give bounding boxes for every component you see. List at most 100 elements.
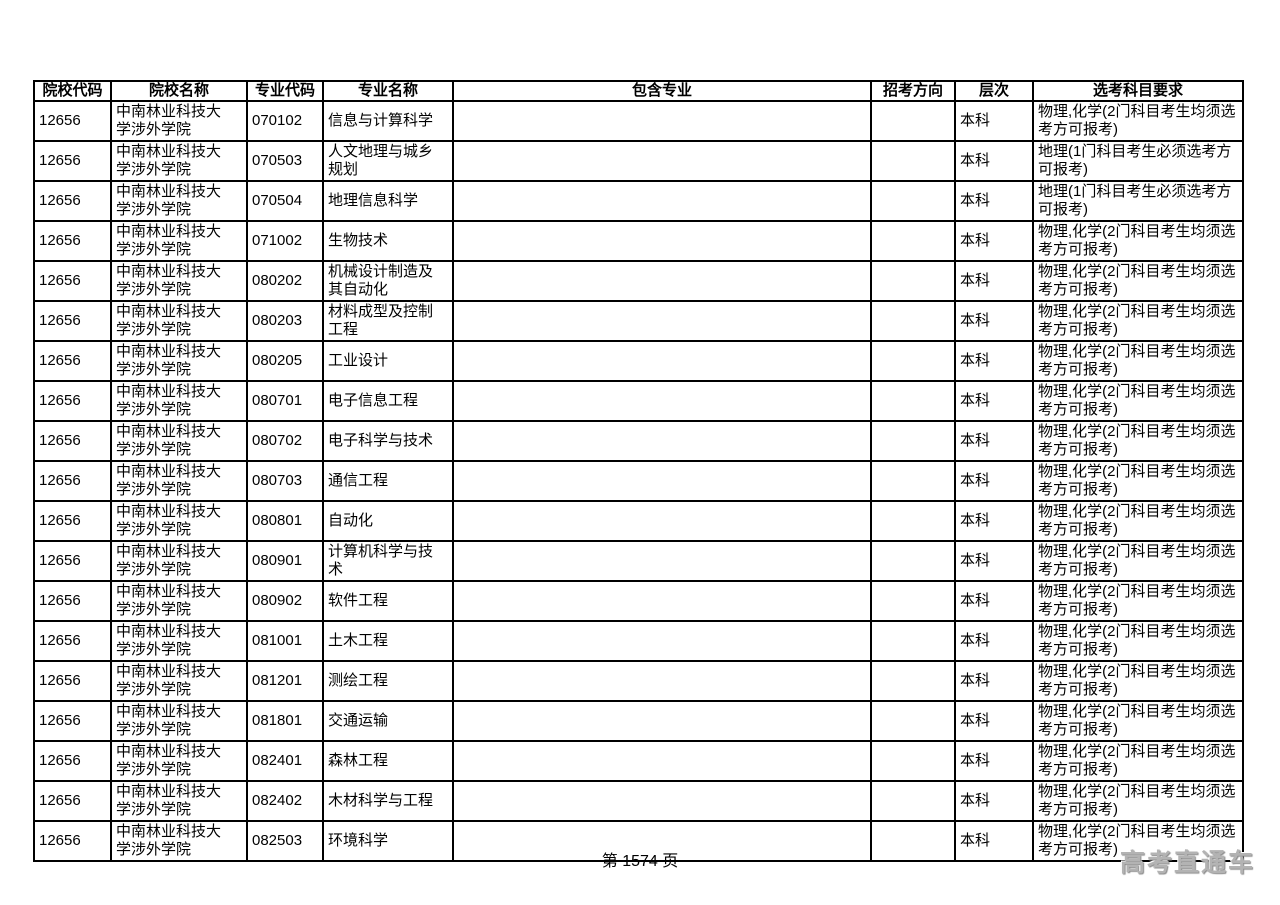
major-name-cell: 地理信息科学 <box>322 180 454 222</box>
major-name-cell: 木材科学与工程 <box>322 780 454 822</box>
table-row: 12656 中南林业科技大学涉外学院 081801 交通运输 本科 物理,化学(… <box>33 700 1244 742</box>
college-name-cell: 中南林业科技大学涉外学院 <box>110 820 248 862</box>
included-majors-cell <box>452 220 872 262</box>
major-name-cell: 电子信息工程 <box>322 380 454 422</box>
major-name-cell: 土木工程 <box>322 620 454 662</box>
table-row: 12656 中南林业科技大学涉外学院 080902 软件工程 本科 物理,化学(… <box>33 580 1244 622</box>
subject-requirements-cell: 物理,化学(2门科目考生均须选考方可报考) <box>1032 660 1244 702</box>
level-cell: 本科 <box>954 220 1034 262</box>
subject-requirements-cell: 物理,化学(2门科目考生均须选考方可报考) <box>1032 820 1244 862</box>
included-majors-cell <box>452 700 872 742</box>
included-majors-cell <box>452 340 872 382</box>
major-code-cell: 082503 <box>246 820 324 862</box>
major-code-cell: 082401 <box>246 740 324 782</box>
table-row: 12656 中南林业科技大学涉外学院 080202 机械设计制造及其自动化 本科… <box>33 260 1244 302</box>
major-name-cell: 通信工程 <box>322 460 454 502</box>
college-code-cell: 12656 <box>33 780 112 822</box>
subject-requirements-cell: 物理,化学(2门科目考生均须选考方可报考) <box>1032 460 1244 502</box>
included-majors-cell <box>452 780 872 822</box>
major-code-cell: 080702 <box>246 420 324 462</box>
college-name-cell: 中南林业科技大学涉外学院 <box>110 100 248 142</box>
major-code-cell: 070504 <box>246 180 324 222</box>
subject-requirements-cell: 物理,化学(2门科目考生均须选考方可报考) <box>1032 620 1244 662</box>
college-code-cell: 12656 <box>33 460 112 502</box>
level-cell: 本科 <box>954 100 1034 142</box>
college-code-cell: 12656 <box>33 220 112 262</box>
college-name-cell: 中南林业科技大学涉外学院 <box>110 220 248 262</box>
page-number: 第 1574 页 <box>601 853 679 870</box>
college-code-cell: 12656 <box>33 300 112 342</box>
college-code-cell: 12656 <box>33 100 112 142</box>
level-cell: 本科 <box>954 620 1034 662</box>
level-cell: 本科 <box>954 300 1034 342</box>
major-code-cell: 080203 <box>246 300 324 342</box>
major-name-cell: 人文地理与城乡规划 <box>322 140 454 182</box>
major-name-cell: 计算机科学与技术 <box>322 540 454 582</box>
column-header: 院校代码 <box>33 80 112 102</box>
subject-requirements-cell: 物理,化学(2门科目考生均须选考方可报考) <box>1032 540 1244 582</box>
table-row: 12656 中南林业科技大学涉外学院 080701 电子信息工程 本科 物理,化… <box>33 380 1244 422</box>
table-row: 12656 中南林业科技大学涉外学院 081001 土木工程 本科 物理,化学(… <box>33 620 1244 662</box>
majors-table: 院校代码 院校名称 专业代码 专业名称 包含专业 招考方向 层次 选考科目要求 12656 中… <box>33 80 1244 862</box>
college-name-cell: 中南林业科技大学涉外学院 <box>110 420 248 462</box>
major-name-cell: 测绘工程 <box>322 660 454 702</box>
college-code-cell: 12656 <box>33 580 112 622</box>
column-header: 层次 <box>954 80 1034 102</box>
college-code-cell: 12656 <box>33 420 112 462</box>
major-code-cell: 071002 <box>246 220 324 262</box>
college-code-cell: 12656 <box>33 140 112 182</box>
admission-direction-cell <box>870 660 956 702</box>
subject-requirements-cell: 物理,化学(2门科目考生均须选考方可报考) <box>1032 340 1244 382</box>
included-majors-cell <box>452 180 872 222</box>
included-majors-cell <box>452 380 872 422</box>
admission-direction-cell <box>870 380 956 422</box>
admission-direction-cell <box>870 220 956 262</box>
college-name-cell: 中南林业科技大学涉外学院 <box>110 260 248 302</box>
table-row: 12656 中南林业科技大学涉外学院 082503 环境科学 本科 物理,化学(… <box>33 820 1244 862</box>
table-row: 12656 中南林业科技大学涉外学院 080205 工业设计 本科 物理,化学(… <box>33 340 1244 382</box>
level-cell: 本科 <box>954 700 1034 742</box>
admission-direction-cell <box>870 780 956 822</box>
admission-direction-cell <box>870 420 956 462</box>
major-code-cell: 080703 <box>246 460 324 502</box>
included-majors-cell <box>452 820 872 862</box>
included-majors-cell <box>452 620 872 662</box>
level-cell: 本科 <box>954 660 1034 702</box>
college-code-cell: 12656 <box>33 540 112 582</box>
admission-direction-cell <box>870 100 956 142</box>
level-cell: 本科 <box>954 380 1034 422</box>
college-name-cell: 中南林业科技大学涉外学院 <box>110 500 248 542</box>
subject-requirements-cell: 物理,化学(2门科目考生均须选考方可报考) <box>1032 500 1244 542</box>
admission-direction-cell <box>870 300 956 342</box>
table-row: 12656 中南林业科技大学涉外学院 071002 生物技术 本科 物理,化学(… <box>33 220 1244 262</box>
column-header: 选考科目要求 <box>1032 80 1244 102</box>
table-row: 12656 中南林业科技大学涉外学院 080702 电子科学与技术 本科 物理,… <box>33 420 1244 462</box>
level-cell: 本科 <box>954 820 1034 862</box>
major-code-cell: 082402 <box>246 780 324 822</box>
college-name-cell: 中南林业科技大学涉外学院 <box>110 340 248 382</box>
subject-requirements-cell: 物理,化学(2门科目考生均须选考方可报考) <box>1032 220 1244 262</box>
level-cell: 本科 <box>954 580 1034 622</box>
admission-direction-cell <box>870 740 956 782</box>
major-name-cell: 材料成型及控制工程 <box>322 300 454 342</box>
subject-requirements-cell: 地理(1门科目考生必须选考方可报考) <box>1032 140 1244 182</box>
major-name-cell: 机械设计制造及其自动化 <box>322 260 454 302</box>
college-code-cell: 12656 <box>33 620 112 662</box>
major-code-cell: 070503 <box>246 140 324 182</box>
included-majors-cell <box>452 660 872 702</box>
included-majors-cell <box>452 540 872 582</box>
subject-requirements-cell: 物理,化学(2门科目考生均须选考方可报考) <box>1032 740 1244 782</box>
college-code-cell: 12656 <box>33 380 112 422</box>
column-header: 包含专业 <box>452 80 872 102</box>
admission-direction-cell <box>870 620 956 662</box>
college-code-cell: 12656 <box>33 180 112 222</box>
admission-direction-cell <box>870 580 956 622</box>
college-name-cell: 中南林业科技大学涉外学院 <box>110 180 248 222</box>
subject-requirements-cell: 物理,化学(2门科目考生均须选考方可报考) <box>1032 700 1244 742</box>
included-majors-cell <box>452 100 872 142</box>
table-row: 12656 中南林业科技大学涉外学院 081201 测绘工程 本科 物理,化学(… <box>33 660 1244 702</box>
table-row: 12656 中南林业科技大学涉外学院 080703 通信工程 本科 物理,化学(… <box>33 460 1244 502</box>
major-name-cell: 电子科学与技术 <box>322 420 454 462</box>
major-code-cell: 081201 <box>246 660 324 702</box>
college-name-cell: 中南林业科技大学涉外学院 <box>110 540 248 582</box>
